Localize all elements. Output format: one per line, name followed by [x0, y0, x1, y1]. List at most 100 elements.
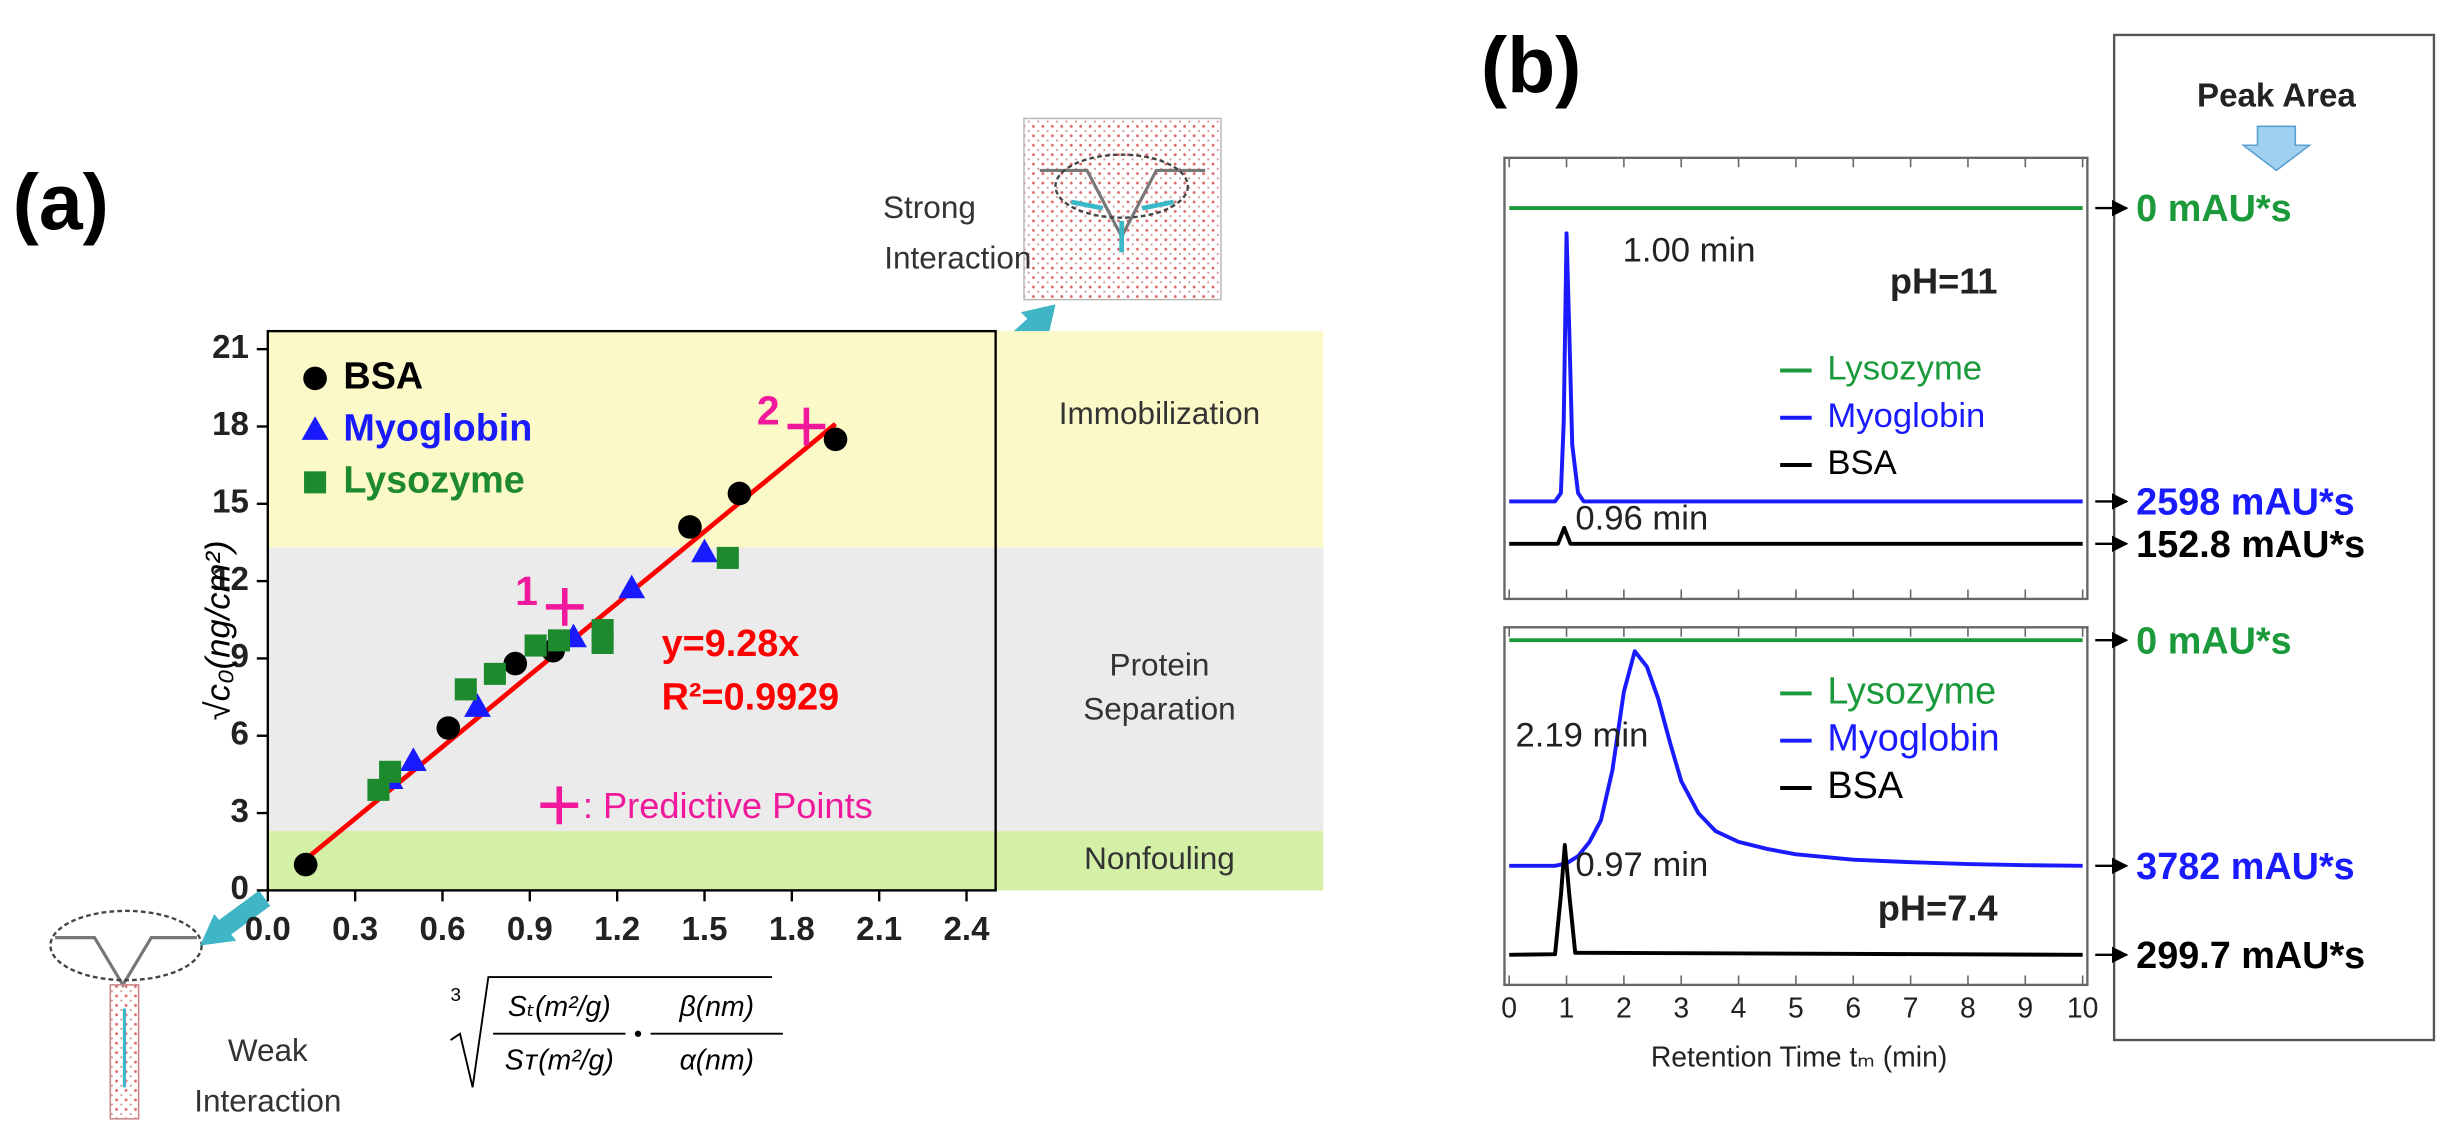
point	[727, 481, 752, 506]
predictive-point	[787, 407, 826, 446]
trace	[1509, 231, 2083, 504]
plot-frame	[1503, 626, 2089, 987]
legend-label: Myoglobin	[343, 407, 532, 449]
weak-label: Weak	[228, 1032, 308, 1068]
peak-label: 0.97 min	[1575, 846, 1708, 884]
y-tick-label: 21	[212, 329, 249, 366]
band	[267, 547, 1324, 832]
point	[524, 634, 547, 657]
x-tick-label: 1.8	[769, 911, 815, 948]
x-tick-label: 0	[1501, 993, 1517, 1025]
legend-label: BSA	[343, 355, 423, 397]
peak-label: 0.96 min	[1575, 499, 1708, 537]
point	[379, 760, 402, 783]
predictive-label: 2	[757, 388, 780, 434]
plus	[787, 407, 826, 446]
condition-label: pH=11	[1890, 260, 1998, 301]
trace	[1509, 525, 2083, 546]
strong-label: Strong	[883, 189, 976, 225]
peak-area-label: 299.7 mAU*s	[2136, 935, 2365, 977]
condition-label: pH=7.4	[1878, 887, 1998, 928]
y-tick-label: 9	[231, 638, 249, 675]
x-tick-label: 1	[1559, 993, 1575, 1025]
y-tick-label: 6	[231, 715, 249, 752]
point	[591, 619, 614, 642]
legend-label: Myoglobin	[1827, 718, 1999, 760]
y-tick-label: 0	[231, 870, 249, 907]
point	[454, 678, 477, 701]
weak-arrowhead	[200, 914, 237, 946]
y-axis-label: √c₀(ng/cm²)	[200, 541, 238, 721]
peak-area-label: 2598 mAU*s	[2136, 482, 2355, 524]
strong-label: Interaction	[884, 240, 1031, 276]
band-label: Immobilization	[1059, 395, 1260, 431]
point	[691, 538, 718, 563]
y-tick-label: 18	[212, 406, 249, 443]
legend-label: Lysozyme	[343, 459, 524, 501]
x-label-num: β(nm)	[679, 991, 754, 1023]
point	[618, 574, 646, 599]
y-tick-label: 3	[231, 793, 249, 830]
strong-arrowhead	[1020, 304, 1056, 339]
x-label-root-index: 3	[451, 985, 462, 1006]
band-label: Protein	[1110, 647, 1210, 683]
point	[367, 778, 390, 801]
x-tick-label: 2.1	[856, 911, 902, 948]
x-tick-label: 7	[1903, 993, 1919, 1025]
band-label: Nonfouling	[1084, 840, 1235, 876]
y-tick-label: 12	[212, 561, 249, 598]
panel-label: (a)	[13, 158, 109, 246]
legend-label: Lysozyme	[1827, 350, 1982, 388]
predictive-point	[545, 587, 584, 626]
band	[267, 831, 1324, 891]
fit-label: y=9.28x	[662, 623, 800, 665]
x-tick-label: 8	[1960, 993, 1976, 1025]
trace	[1509, 649, 2083, 868]
x-tick-label: 1.2	[594, 911, 640, 948]
predictive-legend: : Predictive Points	[583, 785, 873, 826]
point	[678, 515, 702, 539]
point	[483, 662, 506, 685]
x-label-den: Sᴛ(m²/g)	[505, 1045, 614, 1077]
point	[716, 546, 739, 569]
weak-interaction-icon	[49, 909, 203, 1120]
x-tick-label: 0.3	[332, 911, 378, 948]
fit-label: R²=0.9929	[662, 677, 840, 719]
peak-area-header: Peak Area	[2197, 78, 2356, 115]
x-tick-label: 9	[2017, 993, 2033, 1025]
point	[304, 471, 327, 494]
peak-area-label: 152.8 mAU*s	[2136, 524, 2365, 566]
x-label-dot	[634, 1030, 642, 1037]
point	[547, 629, 570, 652]
plot-frame	[266, 329, 997, 892]
panel-label: (b)	[1481, 21, 1582, 109]
peak-area-arrow	[2240, 125, 2312, 172]
x-tick-label: 3	[1673, 993, 1689, 1025]
peak-area-label: 0 mAU*s	[2136, 188, 2291, 230]
legend-label: BSA	[1827, 444, 1897, 482]
x-tick-label: 10	[2067, 993, 2099, 1025]
predictive-label: 1	[515, 568, 538, 614]
point	[301, 416, 329, 440]
weak-label: Interaction	[194, 1082, 341, 1118]
legend-label: BSA	[1827, 765, 1903, 807]
weak-arrow	[211, 890, 271, 941]
legend-label: Myoglobin	[1827, 397, 1985, 435]
point	[399, 747, 427, 771]
band	[267, 331, 1324, 548]
x-tick-label: 1.5	[682, 911, 728, 948]
x-tick-label: 4	[1731, 993, 1747, 1025]
point	[303, 366, 327, 391]
band-label: Separation	[1083, 691, 1235, 727]
peak-label: 2.19 min	[1516, 717, 1649, 755]
plus	[545, 587, 584, 626]
x-tick-label: 6	[1845, 993, 1861, 1025]
peak-label: 1.00 min	[1623, 232, 1756, 270]
point	[823, 427, 848, 452]
trace	[1509, 843, 2083, 957]
y-tick-label: 15	[212, 484, 249, 521]
x-tick-label: 0.9	[507, 911, 553, 948]
x-label-num: Sₜ(m²/g)	[508, 991, 611, 1023]
point	[503, 651, 528, 676]
